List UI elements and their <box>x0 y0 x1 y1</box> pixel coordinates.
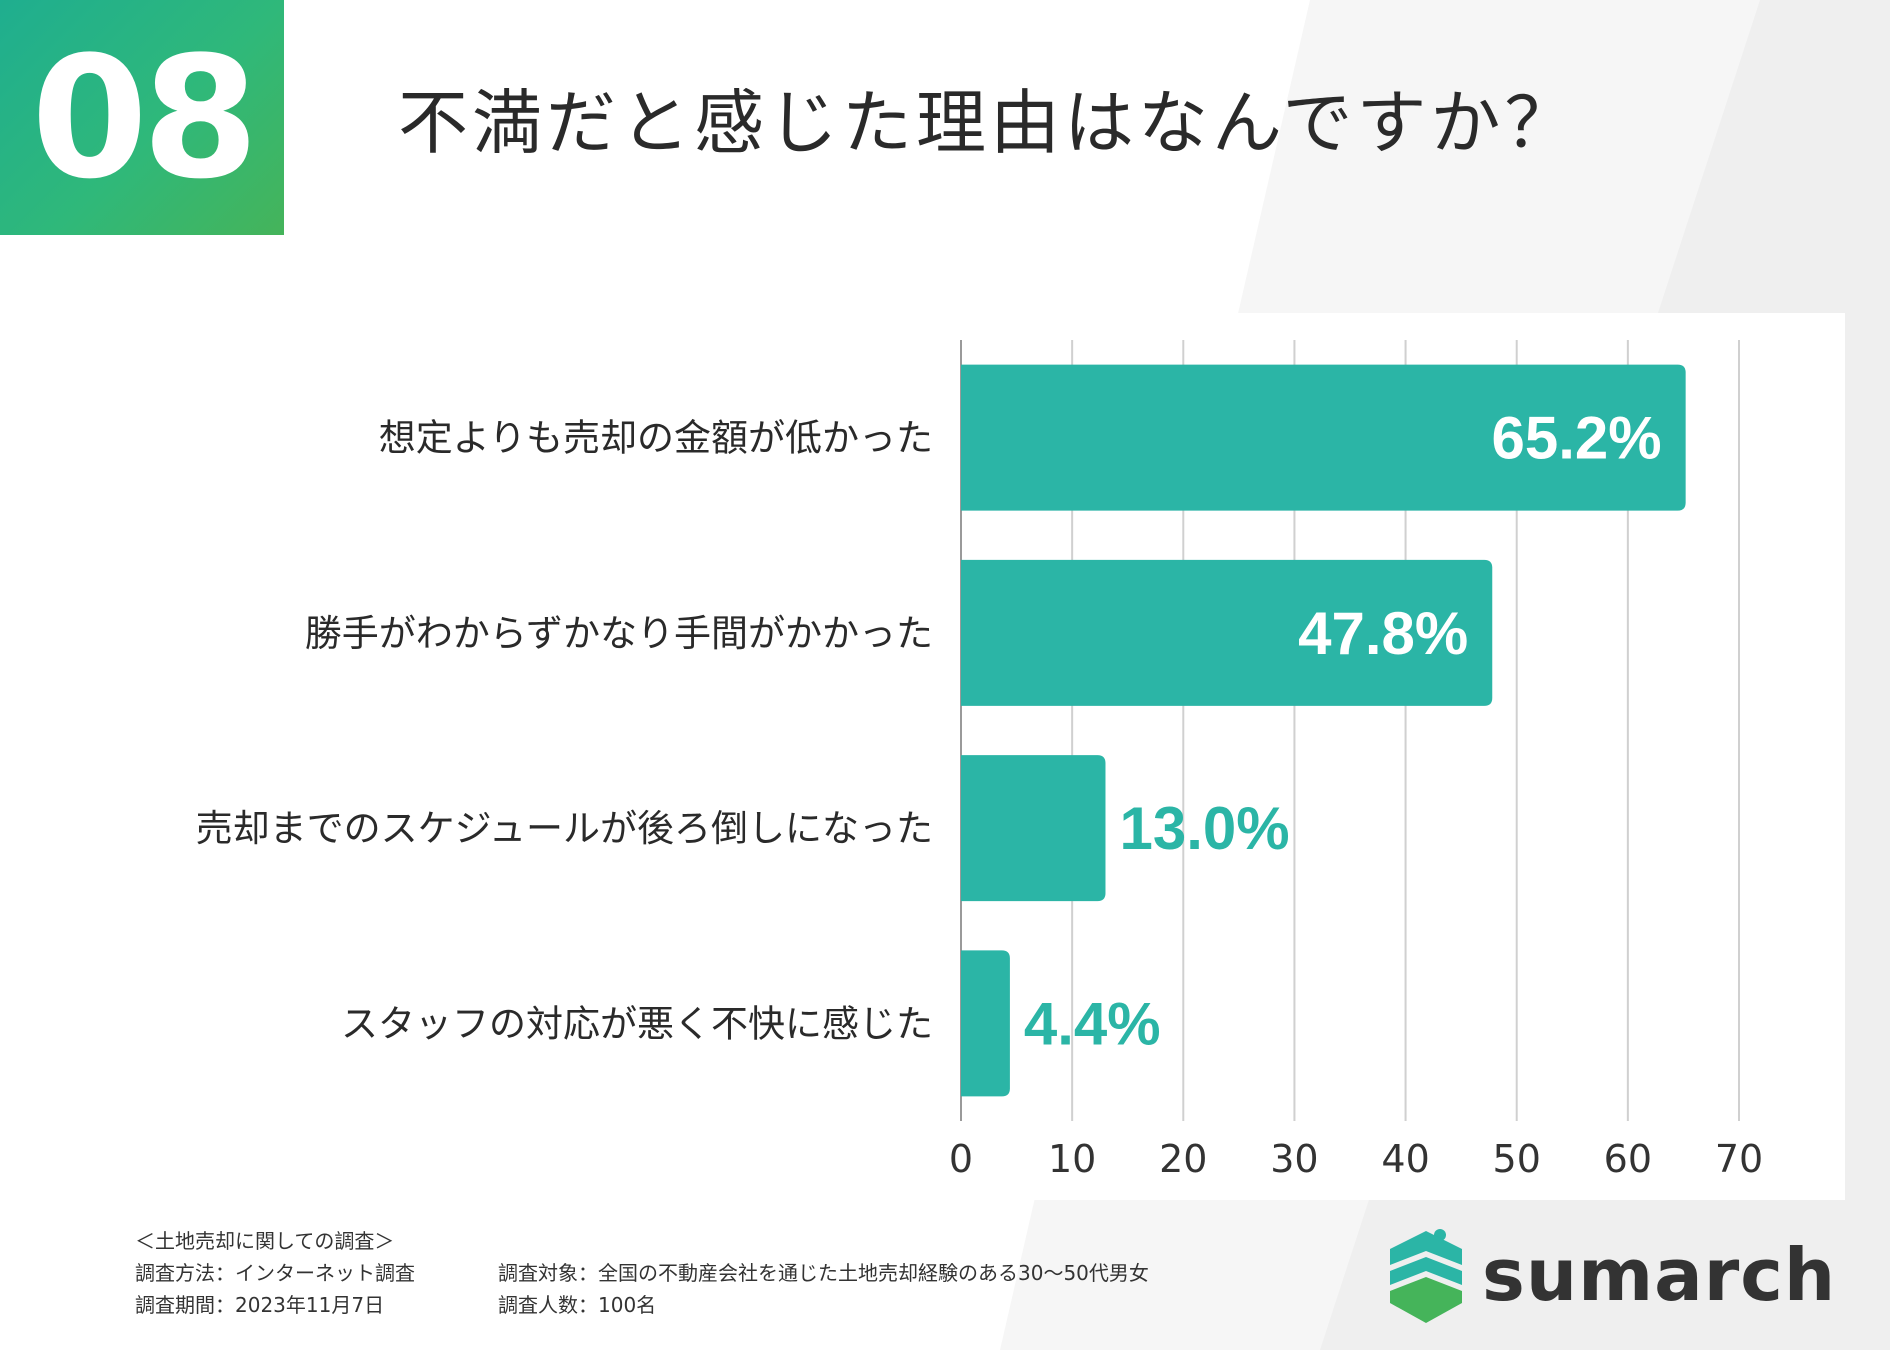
data-label: 4.4% <box>1024 990 1161 1057</box>
survey-method: 調査方法：インターネット調査 <box>135 1261 415 1285</box>
bar-2 <box>961 559 1493 706</box>
bar-3 <box>961 755 1106 902</box>
bar-4 <box>961 950 1010 1097</box>
data-label: 13.0% <box>1119 795 1289 862</box>
x-tick-label: 50 <box>1493 1137 1541 1181</box>
x-tick-label: 40 <box>1381 1137 1429 1181</box>
brand-logo: sumarch <box>1376 1225 1835 1325</box>
question-number-badge: 08 <box>0 0 284 235</box>
page-title: 不満だと感じた理由はなんですか？ <box>398 82 1579 164</box>
survey-count: 調査人数：100名 <box>498 1293 657 1317</box>
house-shield-icon <box>1390 1229 1462 1323</box>
x-tick-label: 30 <box>1270 1137 1318 1181</box>
data-label: 65.2% <box>1492 405 1662 472</box>
survey-info-right: 調査対象：全国の不動産会社を通じた土地売却経験のある30〜50代男女 調査人数：… <box>498 1257 1149 1321</box>
logo-text: sumarch <box>1482 1233 1837 1317</box>
category-label: 勝手がわからずかなり手間がかかった <box>305 612 933 655</box>
survey-period: 調査期間：2023年11月7日 <box>135 1293 385 1317</box>
x-tick-label: 10 <box>1048 1137 1096 1181</box>
question-number: 08 <box>31 19 259 216</box>
survey-name: ＜土地売却に関しての調査＞ <box>135 1229 395 1253</box>
data-label: 47.8% <box>1298 600 1468 667</box>
category-label: スタッフの対応が悪く不快に感じた <box>341 1002 933 1045</box>
x-tick-label: 70 <box>1715 1137 1763 1181</box>
category-label: 売却までのスケジュールが後ろ倒しになった <box>196 807 933 850</box>
x-tick-label: 20 <box>1159 1137 1207 1181</box>
category-label: 想定よりも売却の金額が低かった <box>379 417 933 460</box>
bar-1 <box>961 364 1686 511</box>
survey-target: 調査対象：全国の不動産会社を通じた土地売却経験のある30〜50代男女 <box>498 1261 1149 1285</box>
survey-info-left: ＜土地売却に関しての調査＞ 調査方法：インターネット調査 調査期間：2023年1… <box>135 1225 415 1321</box>
x-tick-label: 60 <box>1604 1137 1652 1181</box>
x-tick-label: 0 <box>949 1137 973 1181</box>
